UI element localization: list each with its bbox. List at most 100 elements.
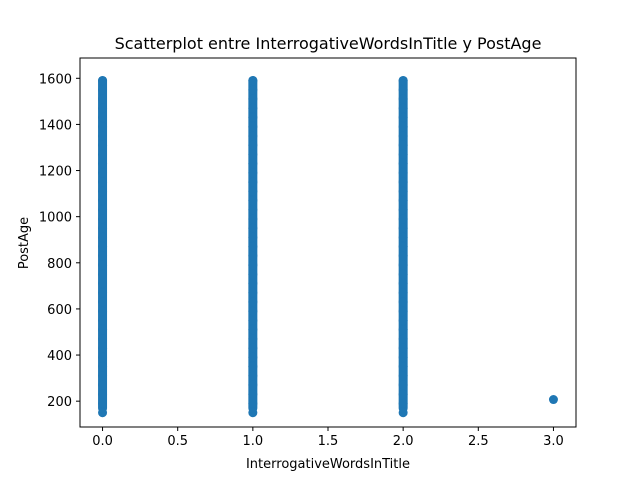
data-point — [98, 306, 108, 316]
data-point — [248, 343, 258, 353]
data-point — [98, 113, 108, 123]
data-point — [248, 122, 258, 132]
data-point — [248, 159, 258, 169]
data-point — [248, 232, 258, 242]
data-point — [248, 362, 258, 372]
data-point — [398, 113, 408, 123]
data-point — [248, 214, 258, 224]
data-point — [398, 260, 408, 270]
plot-points — [98, 75, 558, 418]
data-point — [98, 334, 108, 344]
data-point — [98, 168, 108, 178]
y-tick-label: 1000 — [39, 211, 72, 226]
data-point — [248, 352, 258, 362]
data-point — [398, 306, 408, 316]
data-point — [248, 380, 258, 390]
data-point — [398, 168, 408, 178]
data-point — [398, 251, 408, 261]
data-point — [98, 232, 108, 242]
data-point — [398, 362, 408, 372]
data-point — [248, 398, 258, 408]
data-point — [98, 279, 108, 289]
data-point — [398, 269, 408, 279]
point-cluster-x2 — [398, 75, 408, 418]
data-point — [398, 205, 408, 215]
data-point — [98, 362, 108, 372]
data-point — [98, 196, 108, 206]
data-point — [98, 260, 108, 270]
data-point — [398, 334, 408, 344]
data-point — [248, 205, 258, 215]
data-point — [248, 186, 258, 196]
data-point — [98, 315, 108, 325]
data-point — [98, 269, 108, 279]
data-point — [98, 325, 108, 335]
data-point — [98, 408, 108, 418]
data-point — [98, 94, 108, 104]
data-point — [98, 371, 108, 381]
x-axis-label: InterrogativeWordsInTitle — [246, 457, 410, 472]
data-point — [248, 408, 258, 418]
data-point — [398, 214, 408, 224]
data-point — [98, 186, 108, 196]
data-point — [248, 242, 258, 252]
data-point — [98, 251, 108, 261]
data-point — [248, 76, 258, 86]
data-point — [248, 168, 258, 178]
data-point — [98, 214, 108, 224]
x-tick-label: 0.5 — [167, 434, 188, 449]
y-axis: 200 400 600 800 1000 1200 1400 1600 — [39, 72, 80, 410]
data-point — [398, 122, 408, 132]
y-tick-label: 1600 — [39, 72, 72, 87]
data-point — [398, 288, 408, 298]
data-point — [248, 94, 258, 104]
data-point — [98, 103, 108, 113]
y-tick-label: 400 — [47, 349, 72, 364]
data-point — [398, 223, 408, 233]
y-tick-label: 200 — [47, 395, 72, 410]
chart-title: Scatterplot entre InterrogativeWordsInTi… — [115, 34, 542, 53]
data-point — [98, 76, 108, 86]
data-point — [398, 196, 408, 206]
data-point — [398, 232, 408, 242]
data-point — [398, 279, 408, 289]
data-point — [248, 315, 258, 325]
x-tick-label: 0.0 — [92, 434, 113, 449]
data-point — [98, 223, 108, 233]
data-point — [98, 131, 108, 141]
data-point — [398, 85, 408, 95]
data-point — [98, 122, 108, 132]
data-point — [248, 297, 258, 307]
x-tick-label: 1.0 — [243, 434, 264, 449]
y-tick-label: 1200 — [39, 165, 72, 180]
data-point — [398, 297, 408, 307]
data-point — [248, 131, 258, 141]
data-point — [98, 352, 108, 362]
data-point — [248, 223, 258, 233]
data-point — [248, 334, 258, 344]
data-point — [98, 288, 108, 298]
x-tick-label: 2.0 — [393, 434, 414, 449]
data-point — [398, 380, 408, 390]
y-tick-label: 600 — [47, 303, 72, 318]
data-point — [248, 269, 258, 279]
data-point — [248, 251, 258, 261]
data-point — [98, 297, 108, 307]
data-point-outlier — [548, 395, 558, 405]
data-point — [398, 140, 408, 150]
data-point — [98, 398, 108, 408]
data-point — [248, 288, 258, 298]
data-point — [98, 159, 108, 169]
data-point — [398, 315, 408, 325]
data-point — [98, 242, 108, 252]
y-tick-label: 800 — [47, 257, 72, 272]
data-point — [248, 389, 258, 399]
data-point — [248, 196, 258, 206]
data-point — [398, 103, 408, 113]
data-point — [248, 279, 258, 289]
data-point — [248, 260, 258, 270]
data-point — [398, 159, 408, 169]
data-point — [398, 242, 408, 252]
data-point — [98, 343, 108, 353]
data-point — [398, 177, 408, 187]
